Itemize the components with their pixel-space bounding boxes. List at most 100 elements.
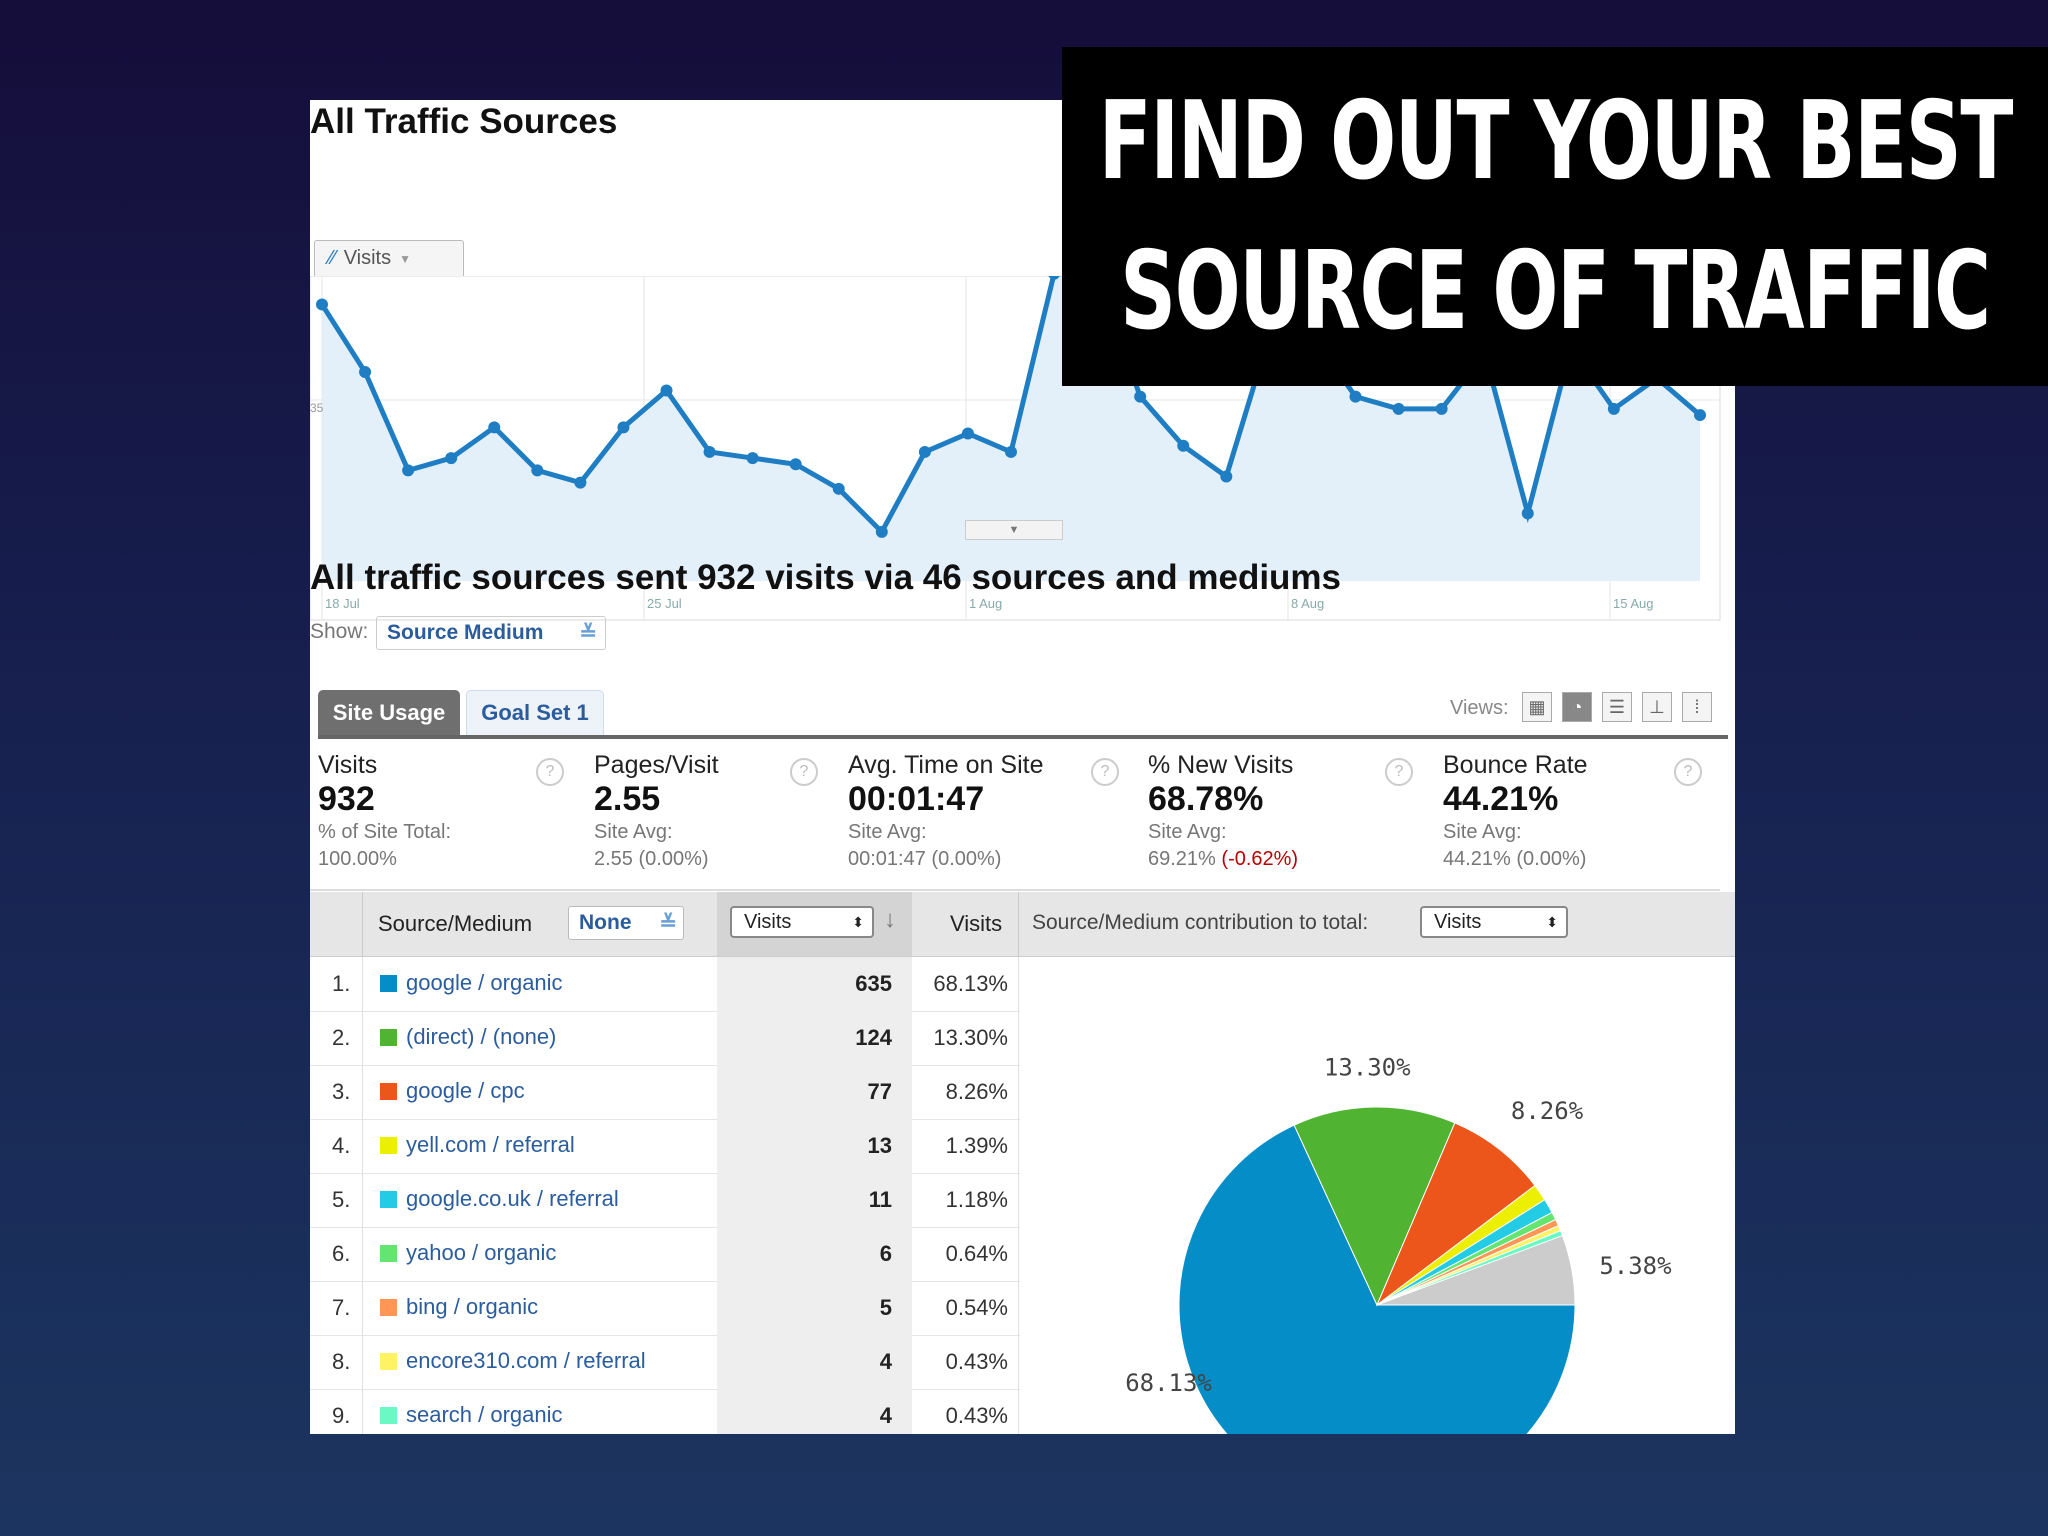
view-table-button[interactable]: ▦	[1522, 692, 1552, 722]
row-percent: 0.43%	[945, 1349, 1008, 1374]
visits-point[interactable]	[789, 458, 802, 471]
secondary-dimension-select[interactable]: None ≚	[568, 906, 684, 940]
graph-metric-dropdown[interactable]: ⁄⁄ Visits ▼	[314, 240, 464, 276]
source-link[interactable]: (direct) / (none)	[406, 1024, 557, 1049]
visits-point[interactable]	[1220, 470, 1233, 483]
visits-point[interactable]	[488, 421, 501, 434]
graph-metric-label: Visits	[343, 247, 392, 269]
visits-point[interactable]	[961, 427, 974, 440]
visits-point[interactable]	[1392, 402, 1405, 415]
pie-slice[interactable]	[1376, 1234, 1576, 1306]
row-rank: 5.	[332, 1187, 351, 1212]
view-pivot-button[interactable]: ⁞	[1682, 692, 1712, 722]
source-link[interactable]: google / cpc	[406, 1078, 525, 1103]
source-link[interactable]: google.co.uk / referral	[406, 1186, 619, 1211]
visits-point[interactable]	[402, 464, 415, 477]
visits-point[interactable]	[1694, 409, 1706, 422]
source-link[interactable]: google / organic	[406, 970, 563, 995]
visits-point[interactable]	[832, 482, 845, 495]
source-link[interactable]: search / organic	[406, 1402, 563, 1427]
sort-descending-icon[interactable]: ↓	[884, 906, 896, 933]
series-color-swatch	[380, 1407, 397, 1424]
metric-value: 44.21%	[1443, 780, 1559, 818]
table-row: 3. google / cpc 77 8.26%	[310, 1065, 1020, 1120]
row-rank: 7.	[332, 1295, 351, 1320]
visits-point[interactable]	[574, 476, 587, 489]
visits-point[interactable]	[1005, 445, 1017, 458]
pie-slice[interactable]	[1375, 1122, 1536, 1307]
help-icon[interactable]: ?	[1385, 758, 1413, 786]
view-performance-button[interactable]: ☰	[1602, 692, 1632, 722]
help-icon[interactable]: ?	[1674, 758, 1702, 786]
visits-point[interactable]	[1134, 390, 1147, 403]
banner-line-1: FIND OUT YOUR BEST	[1098, 78, 2013, 204]
visits-point[interactable]	[1521, 507, 1534, 520]
source-link[interactable]: encore310.com / referral	[406, 1348, 646, 1373]
help-icon[interactable]: ?	[790, 758, 818, 786]
visits-point[interactable]	[1435, 402, 1448, 415]
row-percent: 0.64%	[945, 1241, 1008, 1266]
x-tick-label: 15 Aug	[1613, 596, 1654, 611]
col-visits[interactable]: Visits	[950, 911, 1003, 936]
table-row: 5. google.co.uk / referral 11 1.18%	[310, 1173, 1020, 1228]
visits-point[interactable]	[746, 452, 759, 465]
contribution-metric-select[interactable]: Visits ⬍	[1420, 906, 1568, 938]
view-comparison-button[interactable]: ⊥	[1642, 692, 1672, 722]
visits-point[interactable]	[1349, 390, 1362, 403]
help-icon[interactable]: ?	[1091, 758, 1119, 786]
tab-goal-set-1[interactable]: Goal Set 1	[466, 690, 604, 736]
pie-slice[interactable]	[1178, 1124, 1576, 1434]
visits-point[interactable]	[703, 445, 716, 458]
visits-point[interactable]	[445, 452, 458, 465]
pivot-icon: ⁞	[1694, 697, 1700, 717]
table-row: 9. search / organic 4 0.43%	[310, 1389, 1020, 1434]
visits-point[interactable]	[359, 366, 372, 379]
view-pie-button[interactable]: ◔	[1562, 692, 1592, 722]
pie-slice[interactable]	[1293, 1106, 1456, 1307]
table-row: 2. (direct) / (none) 124 13.30%	[310, 1011, 1020, 1066]
visits-point[interactable]	[1607, 402, 1620, 415]
table-row: 7. bing / organic 5 0.54%	[310, 1281, 1020, 1336]
row-rank: 4.	[332, 1133, 351, 1158]
row-visits: 4	[879, 1403, 892, 1428]
visits-point[interactable]	[316, 298, 328, 311]
metric-value: 932	[318, 780, 375, 818]
metric-sub-label: Site Avg:	[594, 821, 673, 843]
series-color-swatch	[380, 1299, 397, 1316]
row-visits: 124	[855, 1025, 892, 1050]
visits-point[interactable]	[918, 445, 931, 458]
updown-arrow-icon: ⬍	[1546, 913, 1558, 930]
visits-area	[322, 276, 1700, 581]
row-visits: 6	[879, 1241, 892, 1266]
sort-metric-select[interactable]: Visits ⬍	[730, 906, 874, 938]
pie-label: 68.13%	[1125, 1369, 1212, 1397]
visits-point[interactable]	[660, 384, 673, 397]
metric-sub-value: 2.55 (0.00%)	[594, 848, 709, 870]
graph-collapse-handle[interactable]: ▼	[965, 520, 1063, 540]
series-color-swatch	[380, 1191, 397, 1208]
source-link[interactable]: yell.com / referral	[406, 1132, 575, 1157]
table-header: Source/Medium None ≚ Visits ⬍ ↓ Visits S…	[310, 892, 1735, 957]
visits-point[interactable]	[1048, 276, 1060, 280]
tab-site-usage[interactable]: Site Usage	[318, 690, 460, 736]
source-table: 1. google / organic 635 68.13% 2. (direct) / …	[310, 957, 1020, 1434]
visits-point[interactable]	[531, 464, 544, 477]
help-icon[interactable]: ?	[536, 758, 564, 786]
source-link[interactable]: bing / organic	[406, 1294, 539, 1319]
visits-point[interactable]	[875, 525, 888, 538]
show-dimension-select[interactable]: Source Medium ≚	[376, 616, 606, 650]
series-color-swatch	[380, 975, 397, 992]
source-link[interactable]: yahoo / organic	[406, 1240, 557, 1265]
row-visits: 13	[867, 1133, 892, 1158]
metrics-scorecard: Visits 932 % of Site Total: 100.00% ? Pa…	[310, 739, 1720, 891]
visits-point[interactable]	[617, 421, 630, 434]
metric-visits: Visits 932 % of Site Total: 100.00%	[318, 751, 578, 873]
table-row: 4. yell.com / referral 13 1.39%	[310, 1119, 1020, 1174]
table-row: 1. google / organic 635 68.13%	[310, 957, 1020, 1012]
page-title: All Traffic Sources	[310, 102, 618, 141]
series-color-swatch	[380, 1083, 397, 1100]
visits-point[interactable]	[1177, 439, 1190, 452]
series-color-swatch	[380, 1137, 397, 1154]
col-source-medium[interactable]: Source/Medium	[378, 911, 533, 936]
pie-icon: ◔	[1571, 697, 1583, 717]
